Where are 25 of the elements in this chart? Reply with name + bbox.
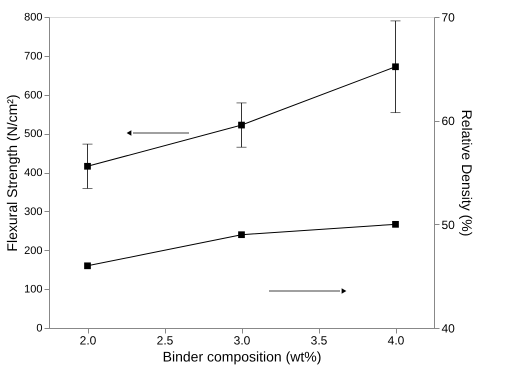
x-tick-label: 3.5 bbox=[310, 334, 328, 348]
y-tick-label: 600 bbox=[24, 89, 42, 102]
y2-axis-title: Relative Density (%) bbox=[458, 110, 475, 236]
point bbox=[84, 262, 91, 270]
x-tick-label: 2.0 bbox=[80, 334, 97, 348]
x-tick-label: 2.5 bbox=[156, 334, 174, 348]
x-axis-title: Binder composition (wt%) bbox=[162, 348, 322, 364]
y-tick-label: 300 bbox=[24, 206, 42, 218]
y2-tick-label: 40 bbox=[442, 322, 456, 336]
y2-tick-label: 70 bbox=[442, 10, 456, 24]
y2-tick-label: 60 bbox=[442, 114, 456, 128]
y-tick-label: 0 bbox=[36, 322, 42, 334]
point bbox=[238, 231, 245, 238]
point bbox=[238, 122, 245, 128]
y-tick-label: 200 bbox=[24, 244, 42, 257]
y2-tick-label: 50 bbox=[442, 218, 456, 232]
y-tick-label: 400 bbox=[24, 167, 42, 179]
y-tick-label: 700 bbox=[24, 50, 42, 62]
y-tick-label: 500 bbox=[24, 128, 42, 140]
x-tick-label: 3.0 bbox=[234, 334, 251, 348]
y-tick-label: 100 bbox=[24, 284, 42, 296]
x-tick-label: 4.0 bbox=[388, 334, 405, 348]
point bbox=[392, 220, 399, 228]
y-tick-label: 800 bbox=[24, 12, 42, 24]
y-axis-title: Flexural Strength (N/cm²) bbox=[4, 94, 20, 252]
